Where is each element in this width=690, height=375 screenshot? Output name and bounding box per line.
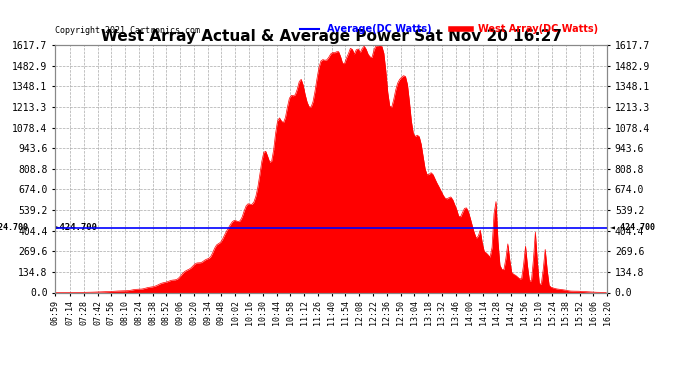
Title: West Array Actual & Average Power Sat Nov 20 16:27: West Array Actual & Average Power Sat No…	[101, 29, 562, 44]
Text: ◄ 424.700: ◄ 424.700	[610, 223, 655, 232]
Text: Copyright 2021 Cartronics.com: Copyright 2021 Cartronics.com	[55, 26, 200, 35]
Text: ► 424.700: ► 424.700	[0, 223, 28, 232]
Text: ►424.700: ►424.700	[55, 223, 98, 232]
Legend: Average(DC Watts), West Array(DC Watts): Average(DC Watts), West Array(DC Watts)	[296, 20, 602, 38]
